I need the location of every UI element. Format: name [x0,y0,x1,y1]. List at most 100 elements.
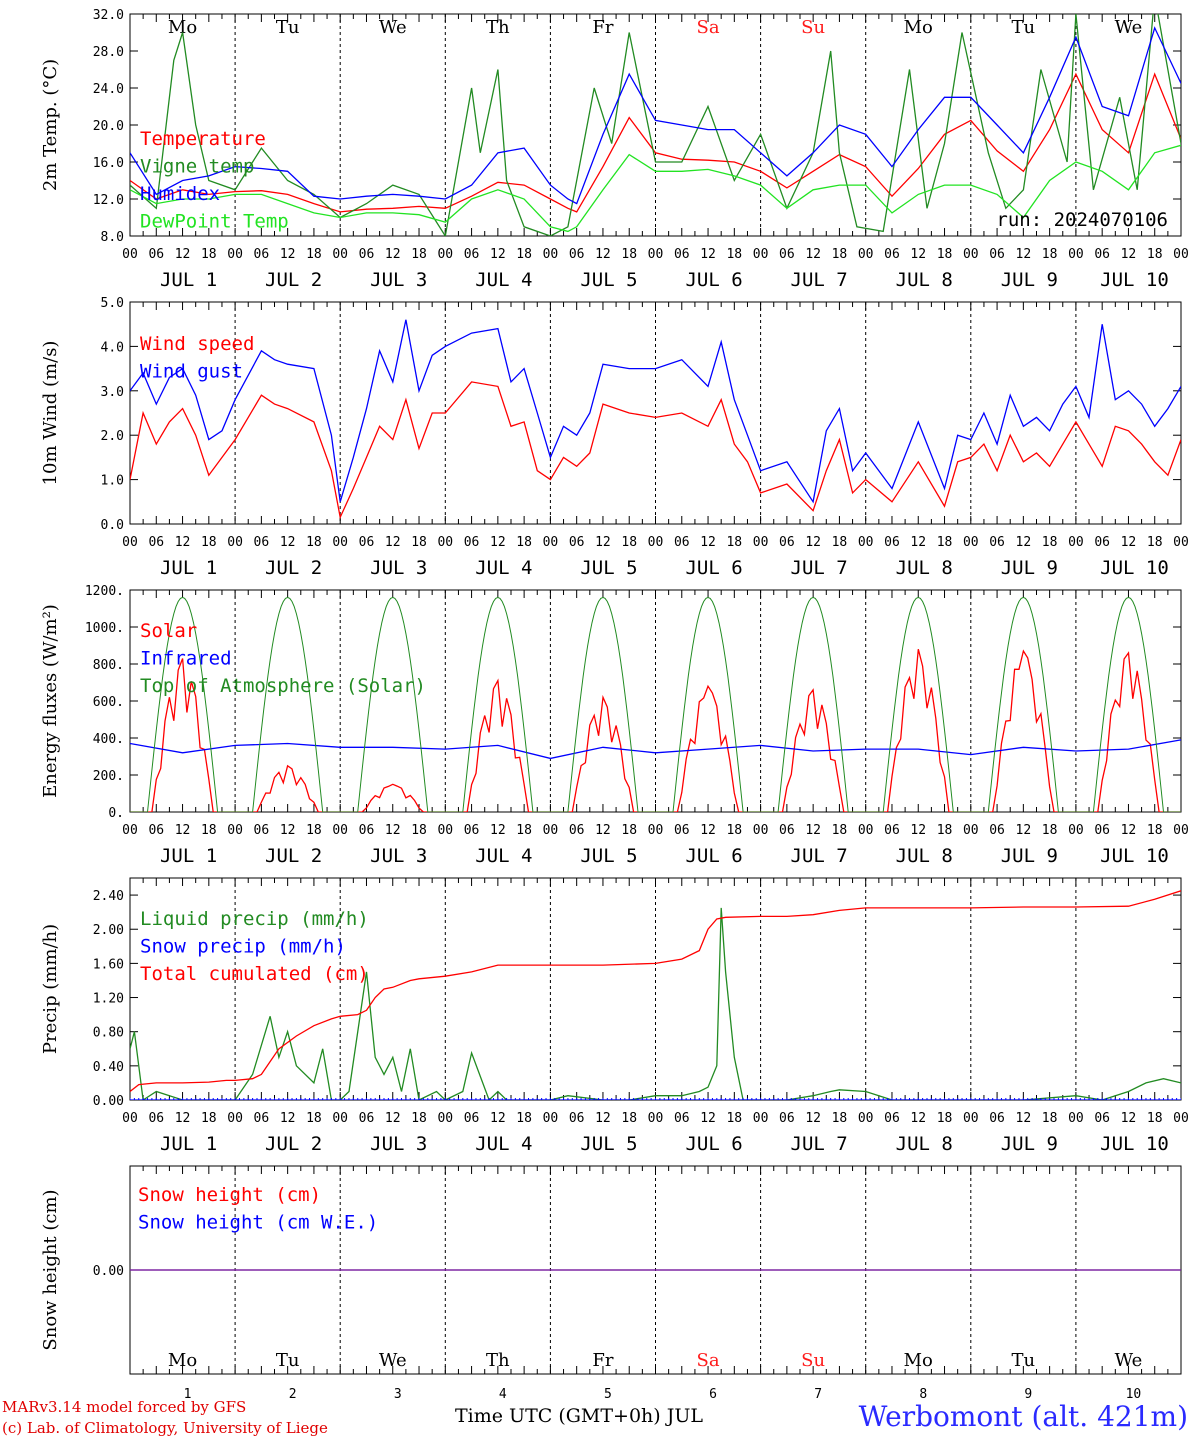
hour-tick-label: 06 [1094,247,1110,262]
day-number-label: 7 [814,1387,822,1402]
hour-tick-label: 18 [832,1111,848,1126]
hour-tick-label: 12 [700,247,716,262]
y-tick-label: 800. [93,658,124,673]
date-label: JUL 4 [475,269,532,291]
hour-tick-label: 12 [490,823,506,838]
y-tick-label: 200. [93,769,124,784]
date-label: JUL 7 [791,1133,848,1155]
hour-tick-label: 18 [726,535,742,550]
day-of-week-label: Th [486,1350,510,1371]
hour-tick-label: 00 [963,247,979,262]
hour-tick-label: 18 [1042,535,1058,550]
hour-tick-label: 00 [1068,535,1084,550]
series-dewpoint-temp [130,144,1181,233]
hour-tick-label: 18 [937,1111,953,1126]
hour-tick-label: 06 [884,247,900,262]
date-label: JUL 9 [1001,269,1058,291]
y-tick-label: 600. [93,695,124,710]
hour-tick-label: 18 [726,823,742,838]
hour-tick-label: 06 [989,823,1005,838]
hour-tick-label: 18 [937,247,953,262]
legend-entry: Total cumulated (cm) [140,963,369,985]
hour-tick-label: 00 [753,1111,769,1126]
series-group [130,596,1181,812]
date-label: JUL 1 [160,557,217,579]
hour-tick-label: 06 [569,1111,585,1126]
hour-tick-label: 06 [464,1111,480,1126]
date-label: JUL 1 [160,269,217,291]
hour-tick-label: 18 [1147,535,1163,550]
hour-tick-label: 00 [437,1111,453,1126]
hour-tick-label: 00 [1173,247,1189,262]
hour-tick-label: 00 [1173,1111,1189,1126]
date-label: JUL 6 [685,845,742,867]
hour-tick-label: 12 [700,823,716,838]
hour-tick-label: 18 [621,247,637,262]
series-solar [130,649,1181,812]
hour-tick-label: 06 [674,535,690,550]
legend-entry: Humidex [140,183,220,205]
hour-tick-label: 00 [858,1111,874,1126]
series-wind-gust [130,319,1181,504]
series-humidex [130,26,1181,205]
day-number-label: 1 [184,1387,192,1402]
hour-tick-label: 06 [1094,1111,1110,1126]
hour-tick-label: 06 [779,823,795,838]
date-label: JUL 4 [475,1133,532,1155]
hour-tick-label: 06 [884,535,900,550]
hour-tick-label: 12 [700,535,716,550]
hour-tick-label: 12 [385,247,401,262]
day-number-label: 3 [394,1387,402,1402]
date-label: JUL 5 [580,845,637,867]
hour-tick-label: 18 [1042,823,1058,838]
hour-tick-label: 00 [753,247,769,262]
series-total-cumulated-cm [130,890,1181,1093]
hour-tick-label: 06 [989,247,1005,262]
hour-tick-label: 06 [148,823,164,838]
hour-tick-label: 12 [910,823,926,838]
hour-tick-label: 18 [937,823,953,838]
hour-tick-label: 18 [621,535,637,550]
day-number-label: 2 [289,1387,297,1402]
hour-tick-label: 12 [910,1111,926,1126]
date-label: JUL 8 [896,269,953,291]
hour-tick-label: 06 [254,247,270,262]
hour-tick-label: 18 [411,823,427,838]
hour-tick-label: 00 [332,535,348,550]
hour-tick-label: 06 [148,1111,164,1126]
hour-tick-label: 00 [648,535,664,550]
date-label: JUL 7 [791,845,848,867]
hour-tick-label: 12 [595,535,611,550]
hour-tick-label: 06 [359,247,375,262]
hour-tick-label: 00 [227,535,243,550]
hour-tick-label: 06 [464,535,480,550]
hour-tick-label: 12 [910,247,926,262]
hour-tick-label: 06 [359,1111,375,1126]
date-label: JUL 10 [1100,269,1169,291]
hour-tick-label: 18 [726,1111,742,1126]
date-label: JUL 6 [685,1133,742,1155]
hour-tick-label: 00 [543,535,559,550]
hour-tick-label: 12 [1121,247,1137,262]
hour-tick-label: 18 [306,535,322,550]
hour-tick-label: 00 [122,535,138,550]
day-number-label: 10 [1126,1387,1142,1402]
date-label: JUL 5 [580,269,637,291]
run-label: run: 2024070106 [996,209,1168,231]
hour-tick-label: 12 [385,1111,401,1126]
y-tick-label: 3.0 [101,385,124,400]
day-of-week-label: Tu [276,17,300,38]
hour-tick-label: 12 [595,823,611,838]
day-of-week-label: Sa [697,1350,720,1371]
hour-tick-label: 12 [175,823,191,838]
legend-entry: Wind gust [140,361,243,383]
day-of-week-label: Su [801,1350,825,1371]
hour-tick-label: 06 [464,247,480,262]
hour-tick-label: 12 [1016,823,1032,838]
x-axis-label: Time UTC (GMT+0h) JUL [455,1405,703,1427]
site-name: Werbomont (alt. 421m) [858,1400,1188,1433]
day-number-label: 9 [1024,1387,1032,1402]
y-axis-label: Energy fluxes (W/m²) [40,604,61,798]
legend-entry: Snow height (cm W.E.) [138,1212,378,1234]
